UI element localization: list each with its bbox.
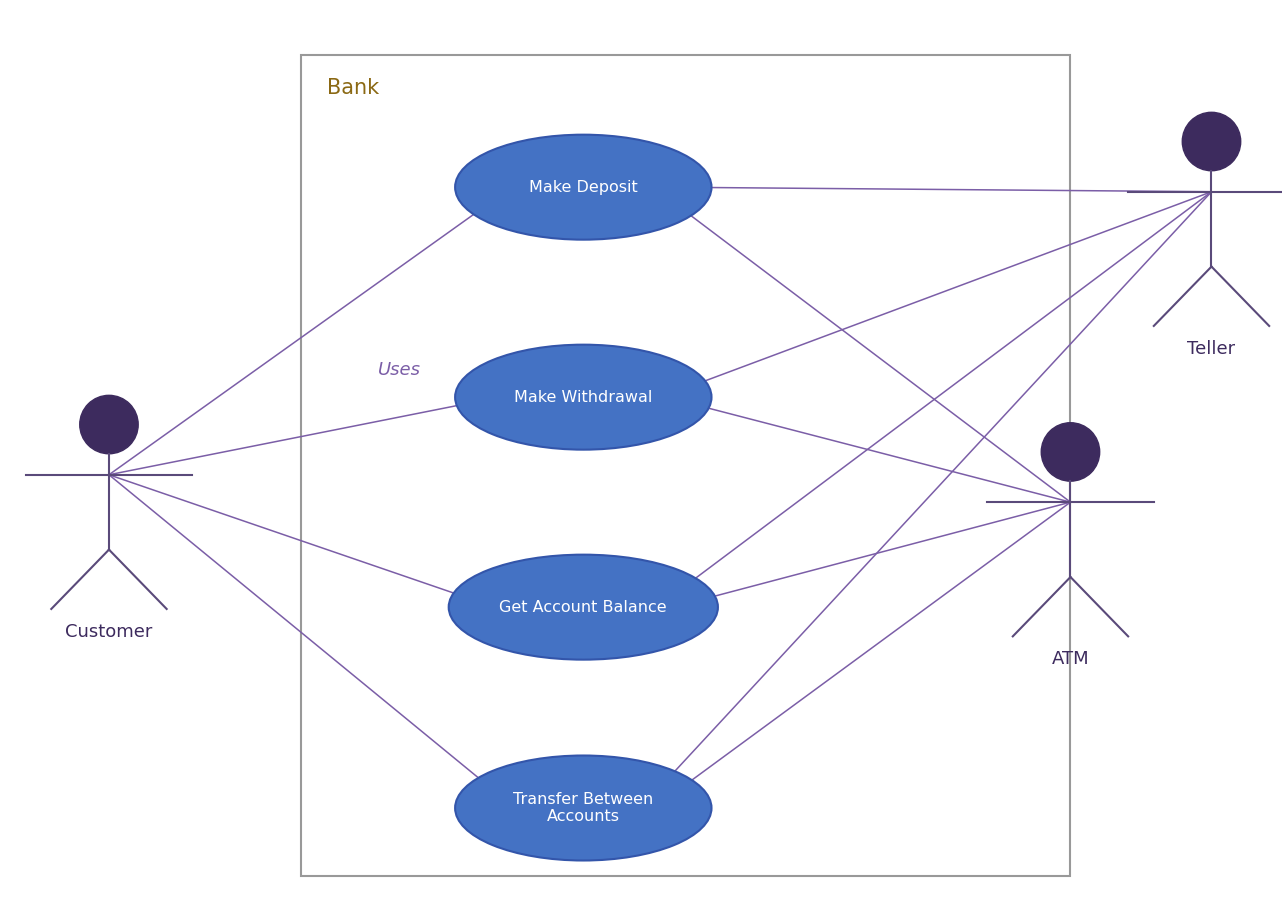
Text: Make Withdrawal: Make Withdrawal <box>514 390 653 404</box>
Text: Uses: Uses <box>378 361 422 379</box>
Text: Bank: Bank <box>327 78 379 98</box>
Circle shape <box>1182 112 1241 171</box>
Text: ATM: ATM <box>1051 650 1090 668</box>
Ellipse shape <box>455 135 712 240</box>
Text: Transfer Between
Accounts: Transfer Between Accounts <box>513 792 654 824</box>
FancyBboxPatch shape <box>301 55 1070 876</box>
Ellipse shape <box>455 345 712 450</box>
Ellipse shape <box>455 756 712 860</box>
Text: Make Deposit: Make Deposit <box>529 180 637 194</box>
Ellipse shape <box>449 554 718 659</box>
Text: Get Account Balance: Get Account Balance <box>500 600 667 614</box>
Circle shape <box>1041 423 1100 481</box>
Text: Customer: Customer <box>65 623 153 641</box>
Text: Teller: Teller <box>1187 340 1236 358</box>
Circle shape <box>79 395 138 454</box>
